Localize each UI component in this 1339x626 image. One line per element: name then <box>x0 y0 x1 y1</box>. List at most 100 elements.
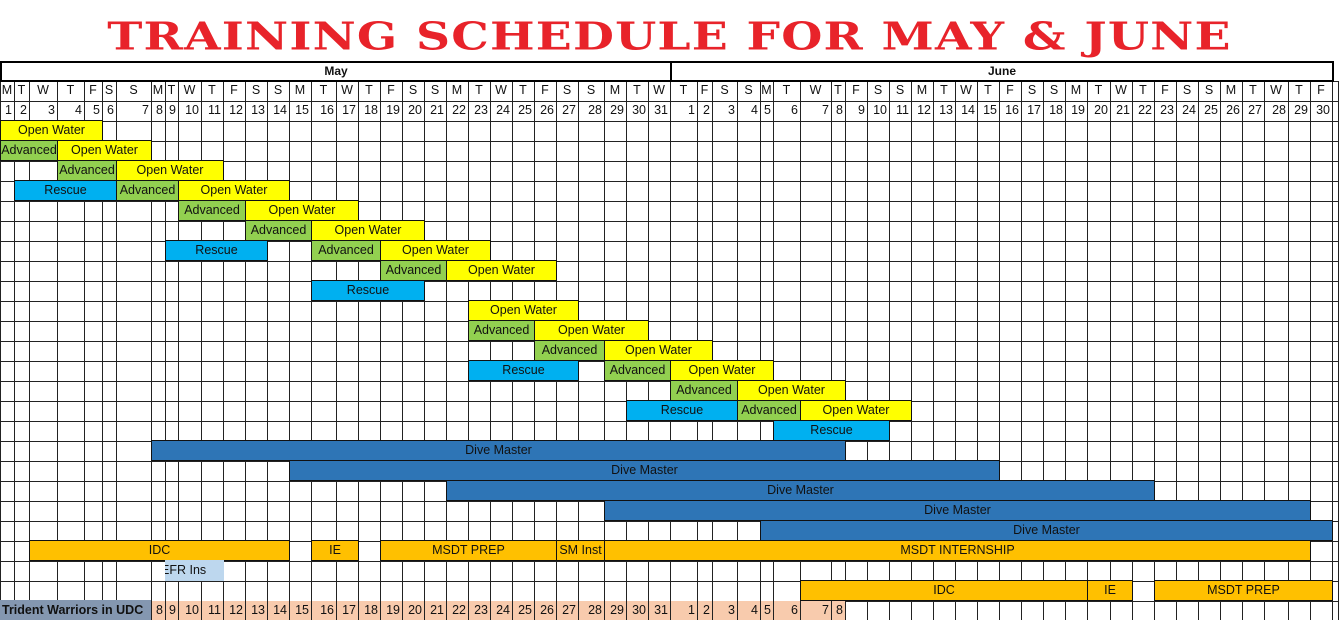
day-number-cell: 20 <box>408 103 422 117</box>
schedule-bar-dive-master[interactable]: Dive Master <box>760 520 1333 541</box>
schedule-bar-rescue[interactable]: Rescue <box>165 240 268 261</box>
grid-line-vertical <box>223 81 224 620</box>
day-number-cell: 13 <box>939 103 953 117</box>
schedule-bar-open-water[interactable]: Open Water <box>468 300 579 321</box>
weekday-cell: M <box>761 83 772 97</box>
day-number-cell: 12 <box>917 103 931 117</box>
schedule-bar-advanced[interactable]: Advanced <box>604 360 671 381</box>
day-number-cell: 14 <box>961 103 975 117</box>
schedule-bar-advanced[interactable]: Advanced <box>380 260 447 281</box>
schedule-bar-idc[interactable]: IDC <box>800 580 1088 601</box>
day-number-cell: 12 <box>229 103 243 117</box>
trident-day-cell: 15 <box>290 601 311 620</box>
schedule-bar-open-water[interactable]: Open Water <box>800 400 912 421</box>
schedule-bar-open-water[interactable]: Open Water <box>116 160 224 181</box>
day-number-cell: 27 <box>1248 103 1262 117</box>
schedule-bar-msdt-internship[interactable]: MSDT INTERNSHIP <box>604 540 1311 561</box>
day-number-cell: 11 <box>208 103 221 117</box>
weekday-cell: W <box>809 83 822 97</box>
schedule-bar-advanced[interactable]: Advanced <box>178 200 246 221</box>
weekday-cell: F <box>230 83 238 97</box>
schedule-bar-msdt-prep[interactable]: MSDT PREP <box>380 540 557 561</box>
day-number-cell: 2 <box>703 103 710 117</box>
grid-line-horizontal <box>0 581 1339 582</box>
schedule-bar-open-water[interactable]: Open Water <box>534 320 649 341</box>
weekday-cell: T <box>1295 83 1303 97</box>
schedule-bar-rescue[interactable]: Rescue <box>14 180 117 201</box>
weekday-cell: F <box>700 83 709 97</box>
schedule-bar-rescue[interactable]: Rescue <box>626 400 738 421</box>
day-number-cell: 9 <box>858 103 865 117</box>
weekday-cell: S <box>430 83 440 97</box>
month-header-may: May <box>0 61 672 82</box>
schedule-bar-rescue[interactable]: Rescue <box>773 420 890 441</box>
grid-line-horizontal <box>0 261 1339 262</box>
schedule-bar-dive-master[interactable]: Dive Master <box>151 440 846 461</box>
weekday-cell: M <box>1 83 13 97</box>
day-number-cell: 23 <box>474 103 488 117</box>
schedule-bar-dive-master[interactable]: Dive Master <box>289 460 1000 481</box>
trident-day-cell: 3 <box>713 601 737 620</box>
grid-line-horizontal <box>0 421 1339 422</box>
schedule-bar-advanced[interactable]: Advanced <box>0 140 58 161</box>
trident-day-cell: 22 <box>447 601 468 620</box>
schedule-bar-open-water[interactable]: Open Water <box>737 380 846 401</box>
schedule-bar-open-water[interactable]: Open Water <box>57 140 152 161</box>
schedule-bar-advanced[interactable]: Advanced <box>116 180 179 201</box>
day-number-cell: 27 <box>562 103 576 117</box>
grid-line-vertical <box>1198 81 1199 620</box>
grid-line-vertical <box>1043 81 1044 620</box>
day-number-cell: 25 <box>518 103 532 117</box>
schedule-bar-idc[interactable]: IDC <box>29 540 290 561</box>
schedule-bar-open-water[interactable]: Open Water <box>311 220 425 241</box>
schedule-bar-open-water[interactable]: Open Water <box>446 260 557 281</box>
grid-line-vertical <box>201 81 202 620</box>
schedule-bar-advanced[interactable]: Advanced <box>311 240 381 261</box>
schedule-bar-dive-master[interactable]: Dive Master <box>446 480 1155 501</box>
schedule-bar-advanced[interactable]: Advanced <box>534 340 605 361</box>
schedule-bar-ie[interactable]: IE <box>1087 580 1133 601</box>
trident-day-cell: 30 <box>627 601 648 620</box>
schedule-bar-advanced[interactable]: Advanced <box>245 220 312 241</box>
schedule-bar-open-water[interactable]: Open Water <box>245 200 359 221</box>
grid-line-vertical <box>1154 81 1155 620</box>
schedule-bar-open-water[interactable]: Open Water <box>380 240 491 261</box>
day-number-cell: 7 <box>822 103 829 117</box>
weekday-cell: S <box>251 83 261 97</box>
schedule-bar-msdt-prep[interactable]: MSDT PREP <box>1154 580 1333 601</box>
weekday-cell: W <box>1270 83 1282 97</box>
grid-line-vertical <box>57 81 58 620</box>
day-number-cell: 22 <box>452 103 466 117</box>
trident-day-cell: 2 <box>698 601 712 620</box>
day-number-cell: 10 <box>873 103 887 117</box>
schedule-bar-efr-ins[interactable]: EFR Ins <box>165 560 224 581</box>
schedule-bar-dive-master[interactable]: Dive Master <box>604 500 1311 521</box>
day-number-cell: 23 <box>1160 103 1174 117</box>
schedule-bar-rescue[interactable]: Rescue <box>311 280 425 301</box>
month-header-june: June <box>670 61 1334 82</box>
day-number-cell: 30 <box>1316 103 1330 117</box>
trident-day-cell: 21 <box>425 601 446 620</box>
grid-line-vertical <box>1065 81 1066 620</box>
day-number-cell: 9 <box>169 103 176 117</box>
day-number-cell: 7 <box>142 103 149 117</box>
schedule-bar-open-water[interactable]: Open Water <box>0 120 103 141</box>
weekday-cell: T <box>167 83 176 97</box>
schedule-bar-open-water[interactable]: Open Water <box>670 360 774 381</box>
schedule-bar-sm-inst[interactable]: SM Inst <box>556 540 605 561</box>
schedule-bar-advanced[interactable]: Advanced <box>468 320 535 341</box>
schedule-bar-advanced[interactable]: Advanced <box>670 380 738 401</box>
grid-line-horizontal <box>0 241 1339 242</box>
weekday-cell: S <box>895 83 905 97</box>
weekday-cell: M <box>609 83 621 97</box>
schedule-bar-rescue[interactable]: Rescue <box>468 360 579 381</box>
schedule-bar-ie[interactable]: IE <box>311 540 359 561</box>
trident-day-cell: 29 <box>605 601 626 620</box>
day-number-cell: 24 <box>1182 103 1196 117</box>
weekday-cell: S <box>744 83 753 97</box>
schedule-bar-open-water[interactable]: Open Water <box>604 340 713 361</box>
schedule-bar-open-water[interactable]: Open Water <box>178 180 290 201</box>
schedule-bar-advanced[interactable]: Advanced <box>737 400 801 421</box>
schedule-bar-advanced[interactable]: Advanced <box>57 160 117 181</box>
day-number-cell: 31 <box>654 103 668 117</box>
